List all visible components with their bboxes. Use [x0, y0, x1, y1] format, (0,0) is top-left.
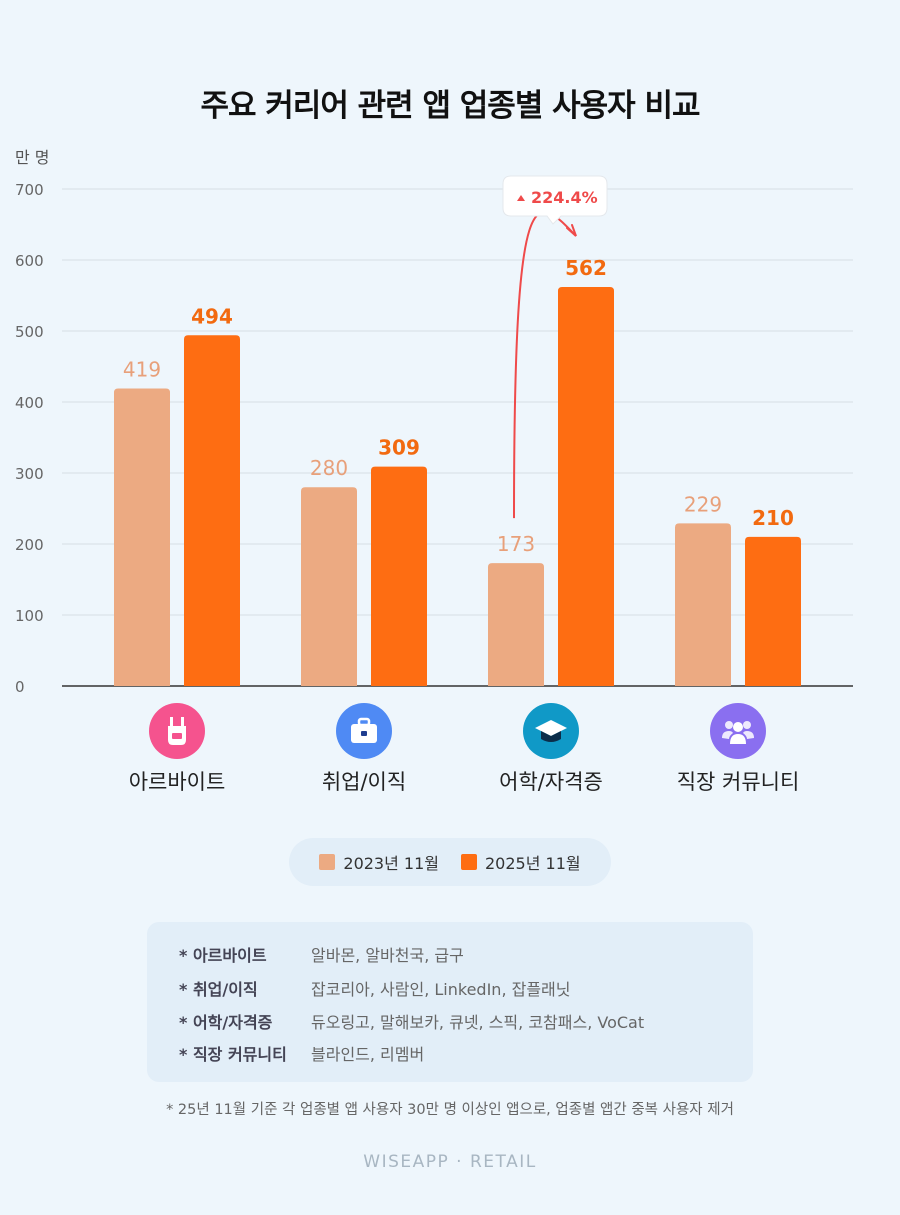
category-label: 어학/자격증 [499, 770, 603, 794]
data-label: 173 [497, 532, 535, 556]
graduation-cap-icon [523, 703, 579, 759]
bar [301, 487, 357, 686]
brand-logo: WISEAPP · RETAIL [363, 1152, 537, 1172]
bar [371, 466, 427, 686]
y-tick-label: 400 [15, 394, 44, 412]
y-tick-label: 600 [15, 252, 44, 270]
y-tick-label: 100 [15, 607, 44, 625]
up-triangle-icon [517, 195, 525, 201]
note-value: 알바몬, 알바천국, 급구 [311, 946, 464, 965]
note-value: 블라인드, 리멤버 [311, 1045, 425, 1064]
data-label: 494 [191, 304, 233, 328]
growth-arrow [513, 211, 577, 519]
bar [488, 563, 544, 686]
note-key: * 직장 커뮤니티 [179, 1045, 287, 1064]
bar [558, 286, 614, 686]
legend-item-2025: 2025년 11월 [461, 850, 581, 874]
data-label: 419 [123, 358, 161, 382]
y-tick-label: 300 [15, 465, 44, 483]
bar [184, 335, 240, 686]
note-value: 듀오링고, 말해보카, 큐넷, 스픽, 코참패스, VoCat [311, 1013, 645, 1032]
note-key: * 취업/이직 [179, 980, 258, 999]
data-label: 229 [684, 492, 722, 516]
category-label: 취업/이직 [321, 770, 407, 794]
legend: 2023년 11월 2025년 11월 [289, 838, 611, 886]
y-tick-label: 700 [15, 181, 44, 199]
note-key: * 어학/자격증 [179, 1013, 273, 1032]
bar [675, 523, 731, 686]
note-row: * 아르바이트 알바몬, 알바천국, 급구 [179, 942, 464, 966]
legend-swatch-2025 [461, 854, 477, 870]
data-label: 562 [565, 256, 607, 280]
people-icon [710, 703, 766, 759]
apron-icon [149, 703, 205, 759]
legend-item-2023: 2023년 11월 [319, 850, 439, 874]
legend-swatch-2023 [319, 854, 336, 870]
growth-callout-text: 224.4% [531, 188, 598, 207]
growth-callout [502, 175, 608, 225]
data-label: 280 [310, 456, 348, 480]
note-row: * 취업/이직 잡코리아, 사람인, LinkedIn, 잡플래닛 [179, 976, 571, 1000]
note-row: * 어학/자격증 듀오링고, 말해보카, 큐넷, 스픽, 코참패스, VoCat [179, 1009, 644, 1033]
note-row: * 직장 커뮤니티 블라인드, 리멤버 [179, 1041, 424, 1065]
note-key: * 아르바이트 [179, 946, 267, 965]
bar [114, 388, 170, 686]
data-label: 210 [752, 506, 794, 530]
growth-arrowhead [566, 223, 577, 237]
bar [745, 536, 801, 686]
legend-label-2025: 2025년 11월 [485, 854, 581, 873]
y-tick-label: 0 [15, 678, 25, 696]
y-axis-unit: 만 명 [15, 148, 50, 167]
y-tick-label: 200 [15, 536, 44, 554]
category-label: 직장 커뮤니티 [676, 770, 800, 794]
bar-chart: 0 100 200 300 400 500 600 700 419 280 173 229 494 309… [15, 175, 853, 696]
briefcase-icon [336, 703, 392, 759]
category-label: 아르바이트 [128, 770, 226, 794]
chart-title: 주요 커리어 관련 앱 업종별 사용자 비교 [200, 88, 700, 124]
footnote: * 25년 11월 기준 각 업종별 앱 사용자 30만 명 이상인 앱으로, … [166, 1102, 734, 1118]
note-value: 잡코리아, 사람인, LinkedIn, 잡플래닛 [311, 980, 571, 999]
notes-box: * 아르바이트 알바몬, 알바천국, 급구 * 취업/이직 잡코리아, 사람인,… [147, 922, 753, 1082]
y-tick-label: 500 [15, 323, 44, 341]
data-label: 309 [378, 436, 420, 460]
legend-label-2023: 2023년 11월 [343, 854, 439, 873]
